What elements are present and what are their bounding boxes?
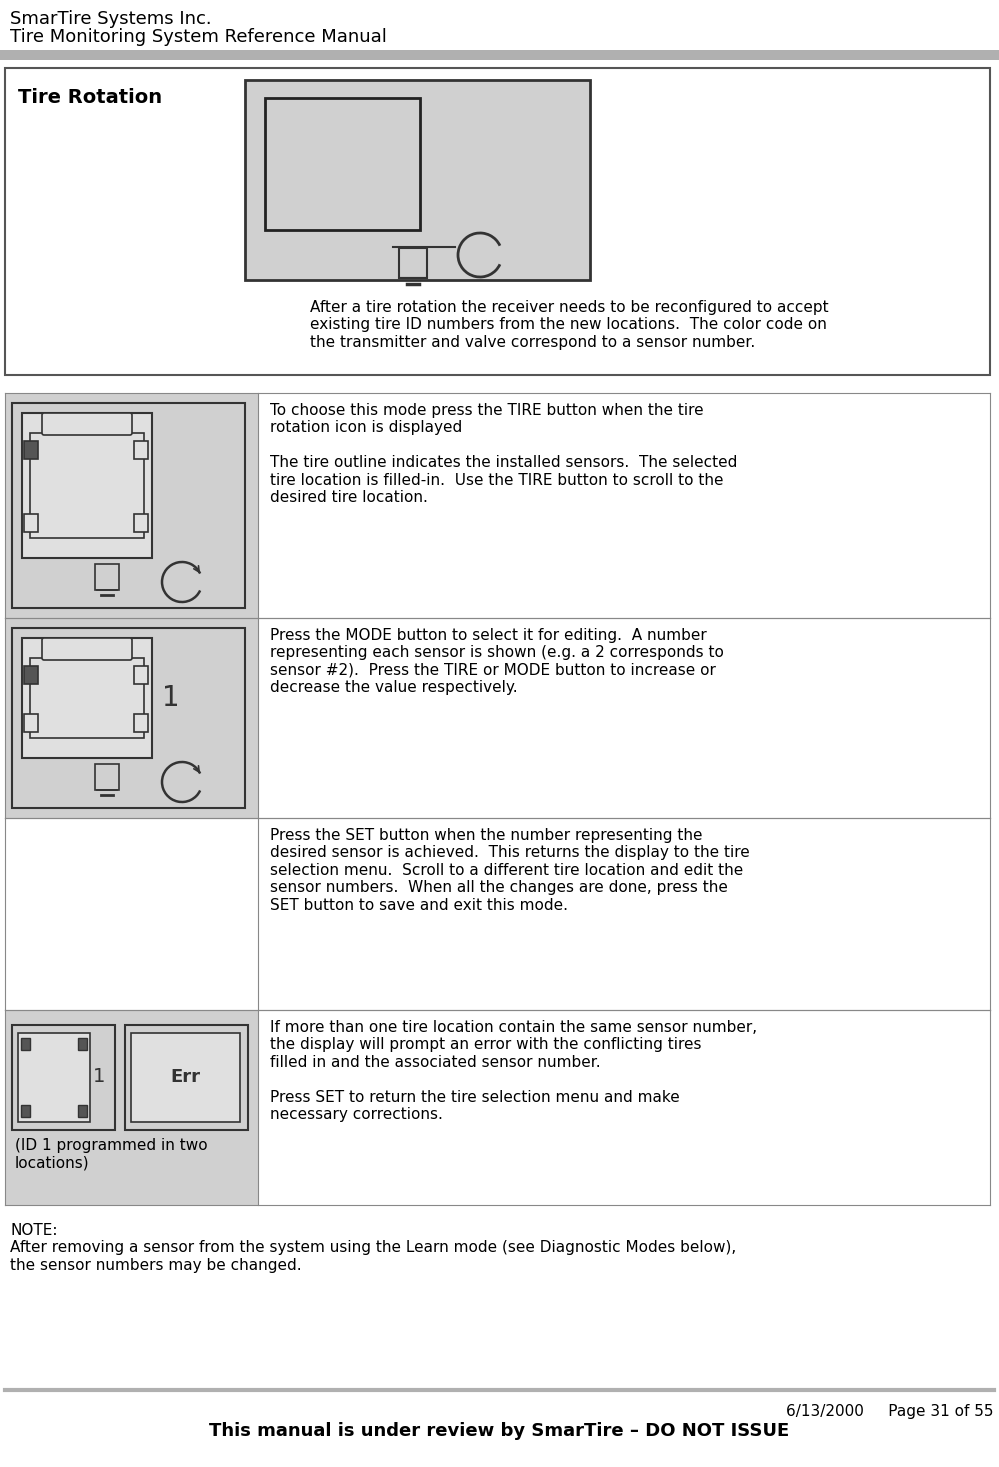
Text: Press the MODE button to select it for editing.  A number
representing each sens: Press the MODE button to select it for e… [270,628,724,695]
Bar [24,666,38,684]
Bar [134,513,148,533]
Bar [12,1025,115,1130]
Bar [21,1105,30,1116]
Text: SmarTire Systems Inc.: SmarTire Systems Inc. [10,10,212,28]
Bar [30,433,144,538]
Text: To choose this mode press the TIRE button when the tire
rotation icon is display: To choose this mode press the TIRE butto… [270,403,737,505]
Bar [95,764,119,791]
Bar [21,1039,30,1050]
Bar [22,414,152,557]
Bar [134,442,148,459]
Text: (ID 1 programmed in two
locations): (ID 1 programmed in two locations) [15,1138,208,1171]
Bar [12,628,245,808]
Bar [5,1009,258,1204]
Text: Press the SET button when the number representing the
desired sensor is achieved: Press the SET button when the number rep… [270,827,750,912]
Text: 1: 1 [93,1068,105,1087]
Text: 1: 1 [162,684,180,711]
Bar [30,659,144,738]
Bar [24,714,38,732]
Bar [95,563,119,590]
Bar [125,1025,248,1130]
Text: Err: Err [170,1068,200,1086]
Bar [5,67,990,376]
Bar [265,98,420,230]
Bar [12,403,245,607]
Text: NOTE:
After removing a sensor from the system using the Learn mode (see Diagnost: NOTE: After removing a sensor from the s… [10,1223,736,1273]
Text: If more than one tire location contain the same sensor number,
the display will : If more than one tire location contain t… [270,1020,757,1122]
Text: This manual is under review by SmarTire – DO NOT ISSUE: This manual is under review by SmarTire … [209,1422,789,1441]
Bar [134,666,148,684]
Text: Tire Monitoring System Reference Manual: Tire Monitoring System Reference Manual [10,28,387,45]
Bar [134,714,148,732]
Bar [78,1039,87,1050]
Bar [18,1033,90,1122]
FancyBboxPatch shape [42,414,132,436]
Bar [5,618,258,819]
Bar [245,81,590,280]
Bar [0,50,999,60]
Bar [22,638,152,758]
Bar [399,248,427,279]
Text: After a tire rotation the receiver needs to be reconfigured to accept
existing t: After a tire rotation the receiver needs… [310,299,828,349]
Bar [78,1105,87,1116]
Text: 6/13/2000     Page 31 of 55: 6/13/2000 Page 31 of 55 [786,1404,994,1419]
Bar [24,442,38,459]
Text: Tire Rotation: Tire Rotation [18,88,162,107]
Bar [24,513,38,533]
Bar [131,1033,240,1122]
Bar [5,393,258,618]
FancyBboxPatch shape [42,638,132,660]
